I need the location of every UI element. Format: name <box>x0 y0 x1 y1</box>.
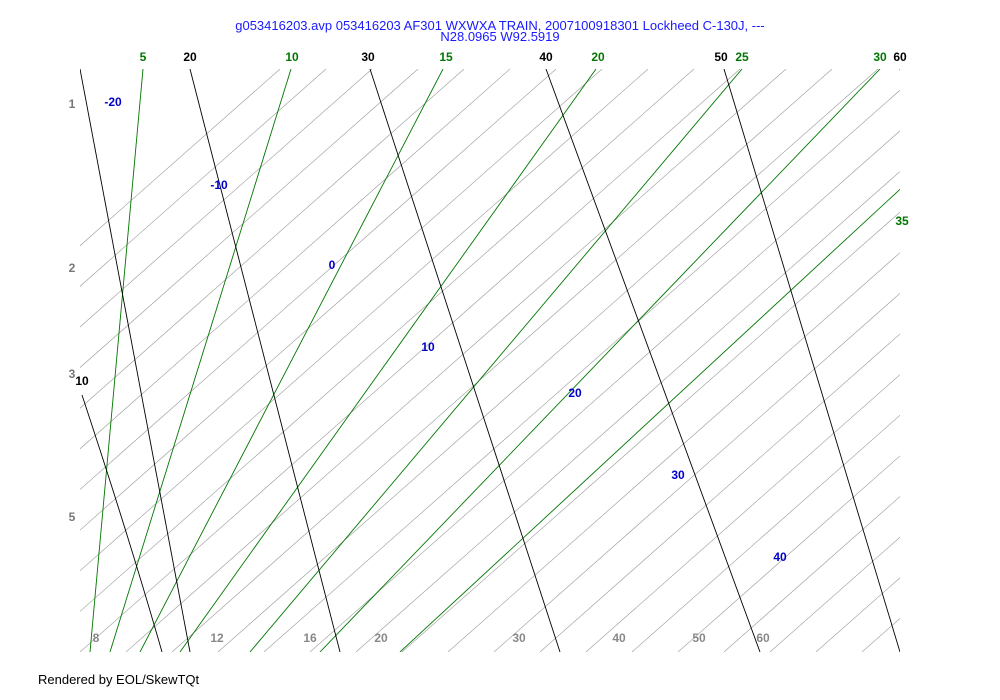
mixing-ratio-line <box>249 69 743 652</box>
guide-line <box>954 69 1000 652</box>
guide-line <box>80 69 603 531</box>
bottom-label: 40 <box>612 631 626 645</box>
guide-line <box>80 69 649 572</box>
mixing-ratio-label: 20 <box>591 50 605 64</box>
mixing-ratio-label: 30 <box>873 50 887 64</box>
guide-line <box>585 374 900 652</box>
dry-adiabat-line <box>723 69 900 652</box>
guide-line <box>493 292 900 652</box>
guide-line <box>769 536 900 652</box>
height-label: 1 <box>69 97 76 111</box>
dry-adiabat-lines <box>80 69 900 652</box>
guide-line <box>263 89 900 652</box>
mixing-ratio-label: 15 <box>439 50 453 64</box>
dry-adiabat-label: 40 <box>539 50 553 64</box>
thin-guide-lines <box>80 69 1000 652</box>
guide-line <box>631 414 900 652</box>
mixing-ratio-label: 35 <box>895 214 909 228</box>
dry-adiabat-label: 60 <box>893 50 907 64</box>
dry-adiabat-label: 30 <box>361 50 375 64</box>
guide-line <box>80 69 373 328</box>
bottom-label: 16 <box>303 631 317 645</box>
dry-adiabat-line <box>899 69 900 71</box>
guide-line <box>80 69 511 450</box>
axis-labels: 6007008009001000123581216203040506051015… <box>69 50 909 645</box>
mixing-ratio-label: 10 <box>285 50 299 64</box>
footer-credit: Rendered by EOL/SkewTQt <box>38 672 200 687</box>
dry-adiabat-label: 10 <box>75 374 89 388</box>
bottom-label: 8 <box>93 631 100 645</box>
guide-line <box>815 577 900 652</box>
dry-adiabat-line <box>189 69 341 652</box>
isotherm-label: 40 <box>773 550 787 564</box>
height-label: 3 <box>69 367 76 381</box>
mixing-ratio-line <box>109 69 292 652</box>
guide-line <box>355 171 900 652</box>
guide-line <box>80 69 741 652</box>
mixing-ratio-label: 25 <box>735 50 749 64</box>
chart-subtitle: N28.0965 W92.5919 <box>440 29 560 44</box>
dry-adiabat-label: 50 <box>714 50 728 64</box>
isotherm-label: 0 <box>329 258 336 272</box>
mixing-ratio-line <box>319 69 881 652</box>
mixing-ratio-lines <box>89 69 900 652</box>
guide-line <box>217 69 879 652</box>
dry-adiabat-line <box>81 394 163 652</box>
guide-line <box>309 130 900 652</box>
mixing-ratio-line <box>179 69 597 652</box>
bottom-label: 12 <box>210 631 224 645</box>
guide-line <box>80 69 695 612</box>
dry-adiabat-line <box>545 69 761 652</box>
bottom-label: 50 <box>692 631 706 645</box>
height-label: 5 <box>69 510 76 524</box>
bottom-label: 30 <box>512 631 526 645</box>
isotherm-label: -20 <box>104 95 122 109</box>
guide-line <box>80 69 419 368</box>
guide-line <box>80 69 281 247</box>
guide-line <box>723 496 900 652</box>
guide-line <box>125 69 787 652</box>
guide-line <box>80 69 327 287</box>
guide-line <box>171 69 833 652</box>
guide-line <box>401 211 900 652</box>
isotherm-label: 10 <box>421 340 435 354</box>
guide-line <box>80 69 465 409</box>
bottom-label: 60 <box>756 631 770 645</box>
isotherm-label: -10 <box>210 178 228 192</box>
mixing-ratio-line <box>89 69 144 652</box>
mixing-ratio-label: 5 <box>140 50 147 64</box>
guide-line <box>539 333 900 652</box>
guide-line <box>677 455 900 652</box>
bottom-label: 20 <box>374 631 388 645</box>
dry-adiabat-line <box>369 69 561 652</box>
mixing-ratio-line <box>139 69 444 652</box>
chart-title: g053416203.avp 053416203 AF301 WXWXA TRA… <box>235 18 765 33</box>
isotherm-label: 20 <box>568 386 582 400</box>
mixing-ratio-line <box>399 188 900 652</box>
guide-line <box>80 69 557 490</box>
dry-adiabat-line <box>80 69 191 652</box>
guide-line <box>908 69 1000 652</box>
height-label: 2 <box>69 261 76 275</box>
guide-line <box>861 618 900 652</box>
isotherm-label: 30 <box>671 468 685 482</box>
guide-line <box>447 252 900 652</box>
dry-adiabat-label: 20 <box>183 50 197 64</box>
